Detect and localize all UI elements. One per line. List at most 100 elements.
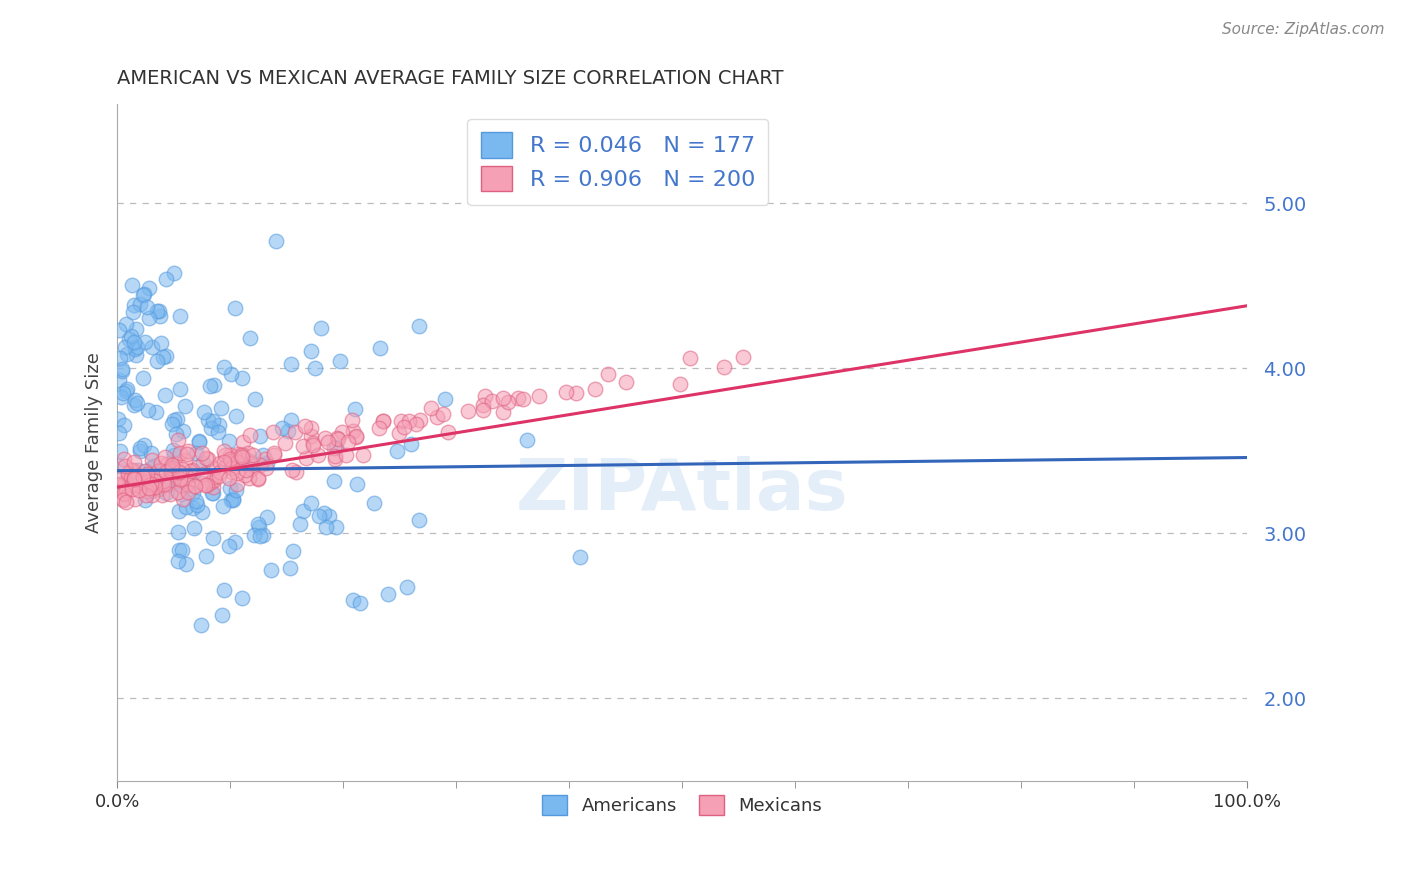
- Point: [207, 425, 229, 439]
- Point: [160, 417, 183, 431]
- Point: [125, 322, 148, 336]
- Point: [148, 481, 170, 495]
- Point: [132, 470, 155, 484]
- Point: [368, 341, 391, 355]
- Point: [121, 478, 143, 492]
- Point: [124, 342, 146, 356]
- Point: [195, 451, 218, 466]
- Point: [264, 234, 287, 248]
- Point: [155, 450, 177, 464]
- Point: [108, 373, 131, 387]
- Point: [247, 471, 270, 485]
- Point: [110, 471, 132, 485]
- Point: [226, 449, 249, 463]
- Point: [437, 425, 460, 439]
- Point: [396, 581, 419, 595]
- Point: [183, 479, 205, 493]
- Point: [221, 456, 243, 470]
- Point: [221, 465, 243, 479]
- Point: [474, 389, 496, 403]
- Point: [122, 455, 145, 469]
- Point: [150, 477, 173, 491]
- Point: [201, 414, 224, 428]
- Point: [141, 481, 163, 495]
- Point: [124, 348, 146, 362]
- Point: [169, 446, 191, 460]
- Point: [508, 391, 530, 405]
- Point: [143, 458, 166, 473]
- Point: [295, 451, 318, 466]
- Point: [277, 425, 299, 439]
- Point: [141, 488, 163, 502]
- Point: [201, 531, 224, 545]
- Point: [184, 493, 207, 508]
- Point: [159, 477, 181, 491]
- Point: [112, 385, 135, 400]
- Point: [408, 513, 430, 527]
- Point: [193, 404, 215, 418]
- Point: [191, 467, 214, 481]
- Point: [169, 472, 191, 486]
- Point: [263, 449, 285, 463]
- Point: [141, 476, 163, 491]
- Legend: Americans, Mexicans: Americans, Mexicans: [534, 788, 830, 822]
- Point: [166, 412, 188, 426]
- Point: [176, 476, 198, 491]
- Point: [240, 462, 263, 476]
- Point: [159, 465, 181, 479]
- Point: [112, 451, 135, 466]
- Point: [224, 301, 246, 315]
- Point: [492, 391, 515, 405]
- Point: [472, 402, 495, 417]
- Point: [219, 454, 242, 468]
- Point: [512, 392, 534, 406]
- Point: [115, 494, 138, 508]
- Point: [122, 463, 145, 477]
- Point: [224, 534, 246, 549]
- Point: [583, 382, 606, 396]
- Point: [316, 434, 339, 449]
- Point: [122, 334, 145, 349]
- Point: [325, 440, 347, 454]
- Point: [284, 466, 307, 480]
- Point: [121, 278, 143, 293]
- Point: [225, 409, 247, 423]
- Point: [252, 448, 274, 462]
- Point: [229, 448, 252, 462]
- Point: [389, 414, 412, 428]
- Point: [162, 464, 184, 478]
- Point: [202, 461, 225, 475]
- Point: [323, 450, 346, 464]
- Point: [115, 483, 138, 498]
- Point: [174, 557, 197, 571]
- Point: [363, 496, 385, 510]
- Point: [114, 341, 136, 355]
- Point: [314, 431, 336, 445]
- Point: [233, 468, 256, 483]
- Point: [167, 554, 190, 568]
- Point: [156, 477, 179, 491]
- Point: [235, 463, 257, 477]
- Text: Source: ZipAtlas.com: Source: ZipAtlas.com: [1222, 22, 1385, 37]
- Point: [143, 480, 166, 494]
- Point: [150, 488, 173, 502]
- Point: [212, 455, 235, 469]
- Point: [278, 561, 301, 575]
- Point: [139, 461, 162, 475]
- Point: [239, 454, 262, 468]
- Point: [247, 519, 270, 533]
- Point: [163, 412, 186, 426]
- Point: [302, 436, 325, 450]
- Point: [191, 456, 214, 470]
- Point: [163, 457, 186, 471]
- Point: [373, 414, 395, 428]
- Point: [432, 407, 454, 421]
- Point: [202, 473, 225, 487]
- Point: [132, 475, 155, 490]
- Point: [219, 481, 242, 495]
- Point: [433, 392, 456, 407]
- Point: [200, 421, 222, 435]
- Point: [121, 482, 143, 496]
- Point: [190, 476, 212, 491]
- Point: [135, 301, 157, 315]
